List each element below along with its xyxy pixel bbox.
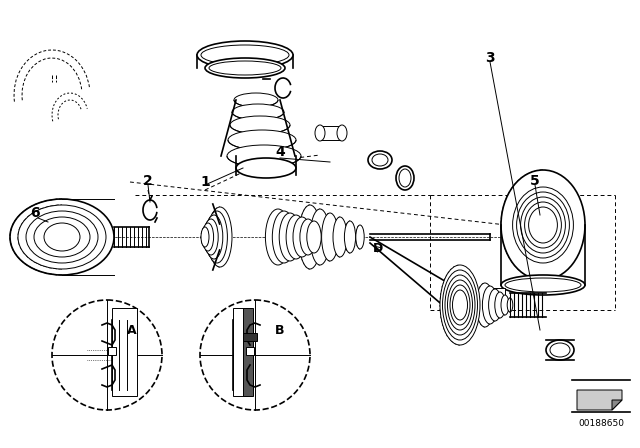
Text: 4: 4: [275, 145, 285, 159]
Ellipse shape: [368, 151, 392, 169]
Text: A: A: [127, 323, 137, 336]
Ellipse shape: [202, 223, 214, 251]
Bar: [246, 347, 254, 355]
Polygon shape: [577, 390, 622, 410]
Text: B: B: [275, 323, 285, 336]
Ellipse shape: [293, 217, 311, 257]
Ellipse shape: [230, 116, 290, 134]
Text: 1: 1: [200, 175, 210, 189]
Ellipse shape: [300, 219, 316, 255]
Text: 6: 6: [30, 206, 40, 220]
Ellipse shape: [266, 209, 291, 265]
Ellipse shape: [18, 205, 106, 269]
Text: 5: 5: [530, 174, 540, 188]
Ellipse shape: [516, 192, 570, 258]
Ellipse shape: [495, 292, 505, 318]
Bar: [108, 347, 116, 355]
Bar: [491, 288, 505, 296]
Ellipse shape: [447, 280, 472, 330]
Ellipse shape: [356, 225, 364, 249]
Ellipse shape: [445, 275, 475, 335]
Ellipse shape: [546, 340, 574, 360]
Ellipse shape: [315, 125, 325, 141]
Ellipse shape: [452, 290, 467, 320]
Ellipse shape: [505, 278, 581, 292]
Ellipse shape: [209, 61, 281, 75]
Ellipse shape: [344, 221, 356, 253]
Ellipse shape: [227, 145, 301, 167]
Ellipse shape: [10, 199, 114, 275]
Ellipse shape: [372, 154, 388, 166]
Ellipse shape: [232, 104, 284, 120]
Bar: [243, 308, 253, 396]
Ellipse shape: [205, 58, 285, 78]
Circle shape: [200, 300, 310, 410]
Ellipse shape: [513, 187, 573, 263]
Ellipse shape: [396, 166, 414, 190]
Ellipse shape: [550, 343, 570, 357]
Ellipse shape: [501, 295, 509, 315]
Ellipse shape: [201, 45, 289, 65]
Ellipse shape: [272, 211, 296, 263]
Text: D: D: [373, 241, 383, 254]
Ellipse shape: [520, 197, 565, 253]
Ellipse shape: [501, 275, 585, 295]
Ellipse shape: [197, 41, 293, 69]
Ellipse shape: [488, 289, 501, 321]
Ellipse shape: [337, 125, 347, 141]
Ellipse shape: [204, 219, 218, 255]
Ellipse shape: [205, 215, 223, 259]
Ellipse shape: [201, 227, 209, 247]
Ellipse shape: [529, 207, 557, 243]
Ellipse shape: [484, 288, 492, 296]
Polygon shape: [612, 400, 622, 410]
Ellipse shape: [299, 205, 321, 269]
Ellipse shape: [286, 215, 306, 259]
Bar: [233, 308, 251, 396]
Ellipse shape: [476, 283, 494, 327]
Ellipse shape: [44, 223, 80, 251]
Ellipse shape: [333, 217, 347, 257]
Text: 3: 3: [485, 51, 495, 65]
Ellipse shape: [399, 169, 411, 187]
Text: 00188650: 00188650: [578, 418, 624, 427]
Ellipse shape: [450, 285, 470, 325]
Ellipse shape: [507, 298, 513, 312]
Ellipse shape: [442, 270, 477, 340]
Ellipse shape: [307, 221, 321, 253]
Circle shape: [52, 300, 162, 410]
Ellipse shape: [525, 202, 561, 248]
Ellipse shape: [234, 93, 278, 107]
Ellipse shape: [236, 158, 296, 178]
Ellipse shape: [228, 130, 296, 150]
Ellipse shape: [322, 213, 339, 261]
Text: 2: 2: [143, 174, 153, 188]
Ellipse shape: [483, 286, 498, 324]
Ellipse shape: [26, 211, 98, 263]
Ellipse shape: [34, 217, 90, 257]
Ellipse shape: [208, 207, 232, 267]
Ellipse shape: [310, 209, 330, 265]
Ellipse shape: [279, 213, 301, 261]
Ellipse shape: [207, 211, 227, 263]
Bar: [112, 308, 137, 396]
Ellipse shape: [440, 265, 480, 345]
Ellipse shape: [501, 170, 585, 280]
Bar: [243, 333, 257, 341]
Bar: [320, 126, 342, 140]
